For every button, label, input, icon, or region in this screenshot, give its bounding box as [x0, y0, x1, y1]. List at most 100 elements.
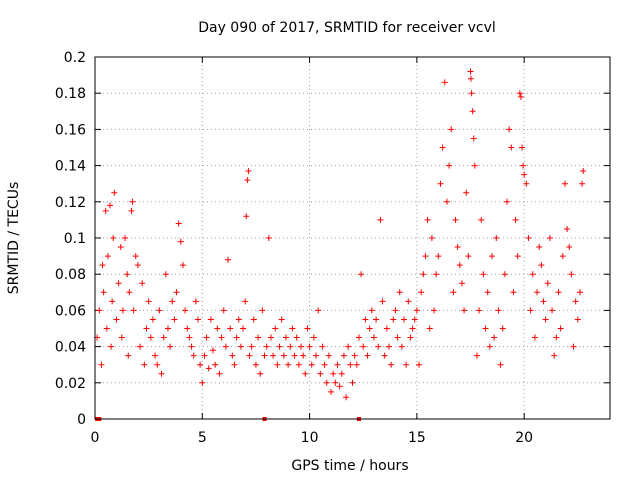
data-point	[179, 262, 186, 269]
x-tick-label: 15	[408, 430, 426, 446]
data-point	[471, 162, 478, 169]
data-point	[534, 289, 541, 296]
data-point	[103, 325, 110, 332]
data-point	[278, 316, 285, 323]
data-point	[139, 280, 146, 287]
data-point	[117, 244, 124, 251]
data-point	[222, 343, 229, 350]
data-point	[109, 298, 116, 305]
data-point	[308, 361, 315, 368]
data-point	[272, 325, 279, 332]
data-point	[370, 334, 377, 341]
data-point	[517, 93, 524, 100]
y-tick-label: 0.04	[55, 340, 86, 356]
data-point	[424, 216, 431, 223]
data-point	[323, 379, 330, 386]
data-point	[216, 370, 223, 377]
data-point	[325, 352, 332, 359]
data-point	[416, 361, 423, 368]
data-point	[553, 334, 560, 341]
data-point	[576, 289, 583, 296]
data-point	[310, 334, 317, 341]
data-point	[381, 352, 388, 359]
data-point	[248, 343, 255, 350]
data-point	[336, 383, 343, 390]
data-point	[486, 343, 493, 350]
data-point	[212, 361, 219, 368]
data-point	[347, 361, 354, 368]
data-point	[124, 271, 131, 278]
data-point	[343, 394, 350, 401]
x-axis-title: GPS time / hours	[291, 458, 408, 474]
data-point	[514, 253, 521, 260]
data-point	[506, 126, 513, 133]
data-point	[261, 352, 268, 359]
data-point	[467, 75, 474, 82]
data-point	[377, 216, 384, 223]
data-point	[259, 307, 266, 314]
data-point	[267, 334, 274, 341]
data-point	[480, 271, 487, 278]
data-point	[197, 361, 204, 368]
data-point	[160, 334, 167, 341]
data-point	[162, 271, 169, 278]
data-point	[368, 307, 375, 314]
data-point	[379, 298, 386, 305]
data-point	[263, 343, 270, 350]
data-point	[244, 177, 251, 184]
data-point	[544, 280, 551, 287]
data-point	[129, 198, 136, 205]
data-point	[132, 253, 139, 260]
data-point	[304, 325, 311, 332]
data-point	[426, 325, 433, 332]
data-point	[493, 235, 500, 241]
data-point	[182, 307, 189, 314]
data-point	[156, 307, 163, 314]
data-point	[411, 316, 418, 323]
data-point	[516, 90, 523, 97]
data-point	[134, 262, 141, 269]
data-point	[476, 307, 483, 314]
y-tick-label: 0.06	[55, 303, 86, 319]
data-point	[270, 352, 277, 359]
data-point	[465, 253, 472, 260]
data-point	[118, 334, 125, 341]
data-point	[321, 361, 328, 368]
data-point	[448, 126, 455, 133]
data-point	[568, 271, 575, 278]
x-axis: 0 5 10 15 20	[91, 57, 533, 446]
data-point	[122, 235, 129, 241]
data-point	[245, 168, 252, 175]
y-tick-label: 0.18	[55, 86, 86, 102]
data-point	[394, 334, 401, 341]
data-point	[128, 207, 135, 214]
data-point	[100, 289, 107, 296]
data-point	[353, 361, 360, 368]
data-point	[375, 343, 382, 350]
data-point	[158, 370, 165, 377]
data-point	[201, 352, 208, 359]
data-point	[574, 316, 581, 323]
data-point	[538, 262, 545, 269]
data-point	[257, 370, 264, 377]
data-point	[298, 343, 304, 350]
data-point	[111, 189, 118, 196]
data-point	[454, 244, 461, 251]
data-point	[467, 68, 474, 75]
data-point	[428, 235, 435, 241]
data-point	[190, 352, 197, 359]
data-point	[173, 289, 180, 296]
data-point	[446, 162, 453, 169]
data-point	[317, 370, 324, 377]
data-point	[439, 144, 446, 151]
x-tick-label: 10	[301, 430, 319, 446]
y-axis: 0 0.02 0.04 0.06 0.08 0.1 0.12 0.14 0.16 0.18 0.2	[55, 50, 610, 428]
data-point	[564, 225, 571, 232]
data-point	[525, 235, 532, 241]
data-point	[549, 307, 556, 314]
data-point	[242, 298, 249, 305]
data-point	[108, 343, 115, 350]
data-point	[463, 189, 470, 196]
data-point	[572, 298, 579, 305]
